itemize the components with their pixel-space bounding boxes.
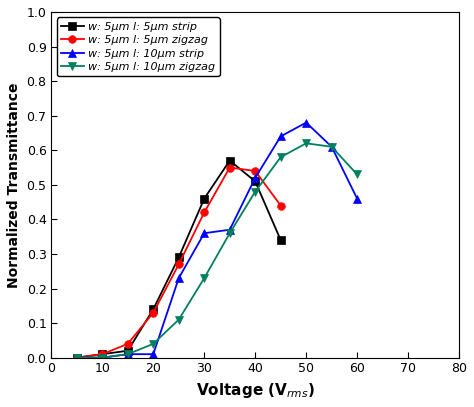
w: 5μm l: 5μm strip: (45, 0.34): 5μm l: 5μm strip: (45, 0.34)	[278, 238, 283, 243]
w: 5μm l: 10μm strip: (55, 0.61): 5μm l: 10μm strip: (55, 0.61)	[329, 144, 335, 149]
w: 5μm l: 5μm zigzag: (15, 0.04): 5μm l: 5μm zigzag: (15, 0.04)	[125, 341, 131, 346]
w: 5μm l: 5μm zigzag: (30, 0.42): 5μm l: 5μm zigzag: (30, 0.42)	[201, 210, 207, 215]
w: 5μm l: 10μm zigzag: (60, 0.53): 5μm l: 10μm zigzag: (60, 0.53)	[354, 172, 360, 177]
w: 5μm l: 5μm strip: (30, 0.46): 5μm l: 5μm strip: (30, 0.46)	[201, 196, 207, 201]
Y-axis label: Normalized Transmittance: Normalized Transmittance	[7, 82, 21, 287]
Line: w: 5μm l: 5μm zigzag: w: 5μm l: 5μm zigzag	[73, 164, 284, 361]
w: 5μm l: 10μm zigzag: (45, 0.58): 5μm l: 10μm zigzag: (45, 0.58)	[278, 155, 283, 160]
w: 5μm l: 10μm strip: (10, 0): 5μm l: 10μm strip: (10, 0)	[100, 355, 105, 360]
w: 5μm l: 5μm strip: (15, 0.02): 5μm l: 5μm strip: (15, 0.02)	[125, 348, 131, 353]
w: 5μm l: 5μm strip: (10, 0.01): 5μm l: 5μm strip: (10, 0.01)	[100, 352, 105, 357]
w: 5μm l: 5μm zigzag: (40, 0.54): 5μm l: 5μm zigzag: (40, 0.54)	[252, 168, 258, 173]
w: 5μm l: 5μm strip: (40, 0.51): 5μm l: 5μm strip: (40, 0.51)	[252, 179, 258, 184]
w: 5μm l: 10μm strip: (40, 0.52): 5μm l: 10μm strip: (40, 0.52)	[252, 175, 258, 180]
w: 5μm l: 10μm zigzag: (40, 0.48): 5μm l: 10μm zigzag: (40, 0.48)	[252, 189, 258, 194]
w: 5μm l: 5μm strip: (5, 0): 5μm l: 5μm strip: (5, 0)	[74, 355, 80, 360]
w: 5μm l: 10μm zigzag: (10, 0): 5μm l: 10μm zigzag: (10, 0)	[100, 355, 105, 360]
w: 5μm l: 10μm strip: (45, 0.64): 5μm l: 10μm strip: (45, 0.64)	[278, 134, 283, 139]
w: 5μm l: 10μm zigzag: (25, 0.11): 5μm l: 10μm zigzag: (25, 0.11)	[176, 317, 182, 322]
w: 5μm l: 10μm zigzag: (55, 0.61): 5μm l: 10μm zigzag: (55, 0.61)	[329, 144, 335, 149]
Line: w: 5μm l: 10μm strip: w: 5μm l: 10μm strip	[73, 119, 361, 361]
w: 5μm l: 10μm strip: (30, 0.36): 5μm l: 10μm strip: (30, 0.36)	[201, 231, 207, 236]
w: 5μm l: 10μm strip: (25, 0.23): 5μm l: 10μm strip: (25, 0.23)	[176, 276, 182, 280]
w: 5μm l: 10μm strip: (5, 0): 5μm l: 10μm strip: (5, 0)	[74, 355, 80, 360]
w: 5μm l: 5μm zigzag: (25, 0.27): 5μm l: 5μm zigzag: (25, 0.27)	[176, 262, 182, 267]
w: 5μm l: 5μm strip: (35, 0.57): 5μm l: 5μm strip: (35, 0.57)	[227, 158, 233, 163]
w: 5μm l: 10μm zigzag: (50, 0.62): 5μm l: 10μm zigzag: (50, 0.62)	[303, 141, 309, 146]
w: 5μm l: 10μm zigzag: (35, 0.36): 5μm l: 10μm zigzag: (35, 0.36)	[227, 231, 233, 236]
w: 5μm l: 5μm zigzag: (10, 0.01): 5μm l: 5μm zigzag: (10, 0.01)	[100, 352, 105, 357]
w: 5μm l: 10μm zigzag: (30, 0.23): 5μm l: 10μm zigzag: (30, 0.23)	[201, 276, 207, 280]
w: 5μm l: 5μm zigzag: (5, 0): 5μm l: 5μm zigzag: (5, 0)	[74, 355, 80, 360]
w: 5μm l: 10μm zigzag: (5, 0): 5μm l: 10μm zigzag: (5, 0)	[74, 355, 80, 360]
w: 5μm l: 10μm strip: (15, 0.01): 5μm l: 10μm strip: (15, 0.01)	[125, 352, 131, 357]
w: 5μm l: 5μm strip: (20, 0.14): 5μm l: 5μm strip: (20, 0.14)	[150, 307, 156, 312]
Line: w: 5μm l: 5μm strip: w: 5μm l: 5μm strip	[73, 157, 284, 361]
Legend: w: 5μm l: 5μm strip, w: 5μm l: 5μm zigzag, w: 5μm l: 10μm strip, w: 5μm l: 10μm : w: 5μm l: 5μm strip, w: 5μm l: 5μm zigza…	[57, 18, 219, 77]
w: 5μm l: 10μm strip: (35, 0.37): 5μm l: 10μm strip: (35, 0.37)	[227, 227, 233, 232]
w: 5μm l: 5μm zigzag: (20, 0.13): 5μm l: 5μm zigzag: (20, 0.13)	[150, 310, 156, 315]
w: 5μm l: 10μm zigzag: (20, 0.04): 5μm l: 10μm zigzag: (20, 0.04)	[150, 341, 156, 346]
w: 5μm l: 10μm strip: (60, 0.46): 5μm l: 10μm strip: (60, 0.46)	[354, 196, 360, 201]
w: 5μm l: 10μm strip: (50, 0.68): 5μm l: 10μm strip: (50, 0.68)	[303, 120, 309, 125]
Line: w: 5μm l: 10μm zigzag: w: 5μm l: 10μm zigzag	[73, 140, 361, 361]
w: 5μm l: 5μm zigzag: (35, 0.55): 5μm l: 5μm zigzag: (35, 0.55)	[227, 165, 233, 170]
w: 5μm l: 5μm zigzag: (45, 0.44): 5μm l: 5μm zigzag: (45, 0.44)	[278, 203, 283, 208]
w: 5μm l: 10μm zigzag: (15, 0.01): 5μm l: 10μm zigzag: (15, 0.01)	[125, 352, 131, 357]
w: 5μm l: 10μm strip: (20, 0.01): 5μm l: 10μm strip: (20, 0.01)	[150, 352, 156, 357]
X-axis label: Voltage (V$_{rms}$): Voltage (V$_{rms}$)	[196, 381, 315, 400]
w: 5μm l: 5μm strip: (25, 0.29): 5μm l: 5μm strip: (25, 0.29)	[176, 255, 182, 260]
